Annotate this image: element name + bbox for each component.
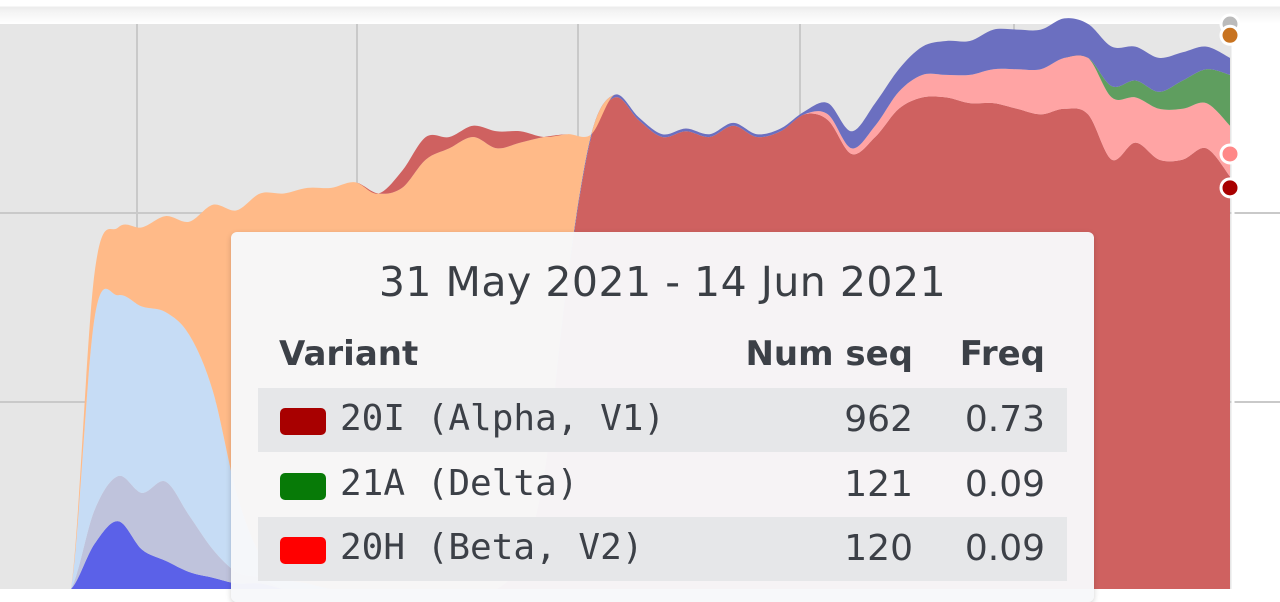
num-seq-value: 962 xyxy=(844,399,913,440)
num-seq-value: 121 xyxy=(844,464,913,505)
variant-name: 21A (Delta) xyxy=(340,463,579,504)
variant-name: 20I (Alpha, V1) xyxy=(340,398,666,439)
freq-value: 0.73 xyxy=(964,399,1045,440)
header-freq: Freq xyxy=(959,334,1045,374)
header-num-seq: Num seq xyxy=(745,334,913,374)
series-end-marker[interactable] xyxy=(1219,177,1241,199)
color-swatch xyxy=(280,537,326,564)
tooltip: 31 May 2021 - 14 Jun 2021 Variant Num se… xyxy=(231,232,1094,602)
freq-value: 0.09 xyxy=(964,528,1045,569)
variant-name: 20H (Beta, V2) xyxy=(340,527,644,568)
end-markers[interactable] xyxy=(1219,13,1241,199)
header-variant: Variant xyxy=(279,334,419,374)
series-end-marker[interactable] xyxy=(1219,143,1241,165)
series-area[interactable] xyxy=(0,96,1230,589)
table-row: 20I (Alpha, V1) 962 0.73 xyxy=(258,388,1067,452)
color-swatch xyxy=(280,473,326,500)
table-row: 21A (Delta) 121 0.09 xyxy=(258,453,1067,517)
color-swatch xyxy=(280,408,326,435)
tooltip-title: 31 May 2021 - 14 Jun 2021 xyxy=(378,258,947,306)
series-area[interactable] xyxy=(0,54,1230,589)
num-seq-value: 120 xyxy=(844,528,913,569)
series-area[interactable] xyxy=(0,18,1230,589)
series-end-marker[interactable] xyxy=(1219,24,1241,46)
freq-value: 0.09 xyxy=(964,464,1045,505)
table-row: 20H (Beta, V2) 120 0.09 xyxy=(258,517,1067,581)
